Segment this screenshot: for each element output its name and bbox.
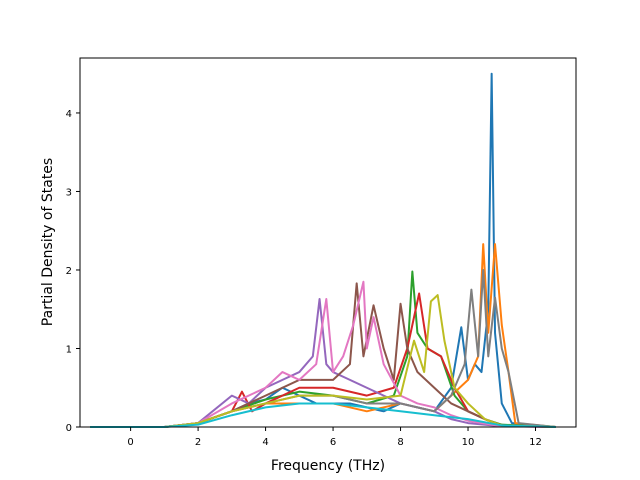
- x-tick-label: 4: [262, 437, 268, 448]
- series-line-10: [90, 402, 556, 428]
- series-line-4: [90, 292, 556, 428]
- y-tick-label: 4: [66, 109, 72, 120]
- y-tick-label: 0: [66, 423, 72, 434]
- x-tick-label: 8: [397, 437, 403, 448]
- series-line-9: [90, 294, 556, 428]
- x-tick-label: 6: [330, 437, 336, 448]
- y-tick-label: 2: [66, 266, 72, 277]
- y-tick-label: 3: [66, 187, 72, 198]
- plot-background: [80, 58, 576, 427]
- y-tick-label: 1: [66, 344, 72, 355]
- series-line-6: [90, 282, 556, 428]
- x-tick-label: 0: [127, 437, 133, 448]
- y-axis-label: Partial Density of States: [40, 158, 56, 326]
- x-tick-label: 2: [195, 437, 201, 448]
- x-axis-label: Frequency (THz): [271, 458, 385, 474]
- y-axis-ticks: 0 1 2 3 4: [66, 109, 80, 434]
- x-axis-ticks: 0 2 4 6 8 10 12: [127, 427, 542, 448]
- x-tick-label: 10: [462, 437, 475, 448]
- series-line-7: [90, 280, 556, 428]
- series-layer: [90, 72, 556, 428]
- x-tick-label: 12: [529, 437, 542, 448]
- plot-frame: [79, 57, 577, 428]
